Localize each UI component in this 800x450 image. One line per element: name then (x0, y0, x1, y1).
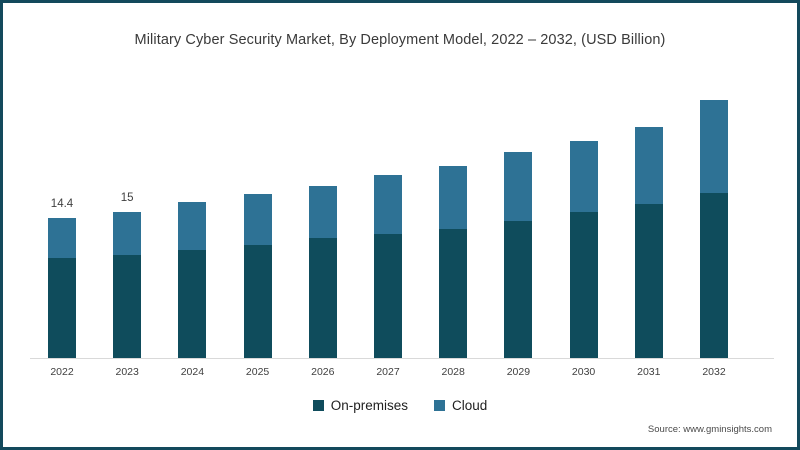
stacked-bar (48, 218, 76, 358)
bar-segment-on-premises (243, 245, 272, 358)
chart-legend: On-premises Cloud (0, 398, 800, 413)
bar-group: 2026 (308, 0, 337, 378)
stacked-bar (178, 202, 207, 358)
bar-segment-cloud (374, 175, 402, 234)
x-axis-tick-label: 2028 (441, 366, 465, 378)
bar-segment-cloud (308, 185, 337, 239)
bar-segment-cloud (113, 212, 142, 255)
bar-segment-on-premises (48, 257, 76, 358)
source-attribution: Source: www.gminsights.com (647, 424, 772, 435)
bar-segment-cloud (700, 100, 728, 193)
x-axis-line (30, 358, 774, 359)
bar-segment-cloud (569, 141, 598, 213)
bar-segment-on-premises (113, 254, 142, 358)
bar-segment-cloud (504, 151, 533, 221)
legend-item[interactable]: Cloud (434, 398, 487, 413)
stacked-bar (243, 193, 272, 358)
bar-segment-cloud (48, 218, 76, 258)
stacked-bar (569, 141, 598, 358)
x-axis-tick-label: 2025 (245, 366, 270, 378)
x-axis-tick-label: 2024 (180, 366, 205, 378)
bar-segment-cloud (439, 165, 468, 229)
bar-group: 2029 (504, 0, 533, 378)
legend-label: Cloud (452, 398, 488, 413)
bar-segment-on-premises (374, 233, 402, 358)
x-axis-tick-label: 2026 (311, 366, 335, 378)
bar-group: 15 2023 (113, 0, 142, 378)
bar-segment-on-premises (178, 250, 207, 358)
stacked-bar (374, 175, 402, 358)
legend-label: On-premises (330, 398, 408, 413)
bar-segment-on-premises (700, 192, 728, 358)
bar-group: 2031 (634, 0, 663, 378)
bar-group: 2032 (700, 0, 728, 378)
x-axis-tick-label: 2032 (702, 366, 726, 378)
stacked-bar (504, 151, 533, 358)
x-axis-tick-label: 2023 (115, 366, 139, 378)
legend-swatch-icon (434, 400, 445, 411)
legend-item[interactable]: On-premises (312, 398, 408, 413)
bar-value-label: 14.4 (50, 198, 74, 211)
bar-group: 2030 (569, 0, 598, 378)
bar-group: 2025 (243, 0, 272, 378)
bar-segment-on-premises (504, 220, 533, 358)
stacked-bar (113, 212, 142, 358)
bar-segment-cloud (243, 193, 272, 246)
stacked-bar (439, 165, 468, 358)
bar-value-label: 15 (120, 192, 134, 205)
bar-segment-cloud (634, 126, 663, 205)
stacked-bar (634, 126, 663, 358)
bar-group: 14.4 2022 (48, 0, 76, 378)
stacked-bar (700, 100, 728, 358)
legend-swatch-icon (312, 400, 324, 411)
bar-group: 2027 (374, 0, 402, 378)
bar-segment-on-premises (634, 204, 663, 358)
x-axis-tick-label: 2029 (506, 366, 531, 378)
bar-segment-on-premises (439, 228, 468, 358)
x-axis-tick-label: 2022 (50, 366, 74, 378)
bar-group: 2028 (439, 0, 468, 378)
chart-title: Military Cyber Security Market, By Deplo… (134, 32, 666, 48)
x-axis-tick-label: 2030 (571, 366, 596, 378)
x-axis-tick-label: 2027 (376, 366, 400, 378)
bar-group: 2024 (178, 0, 207, 378)
bar-segment-on-premises (569, 212, 598, 358)
stacked-bar (308, 185, 337, 358)
bar-segment-on-premises (308, 238, 337, 358)
bar-segment-cloud (178, 202, 207, 251)
x-axis-tick-label: 2031 (637, 366, 661, 378)
